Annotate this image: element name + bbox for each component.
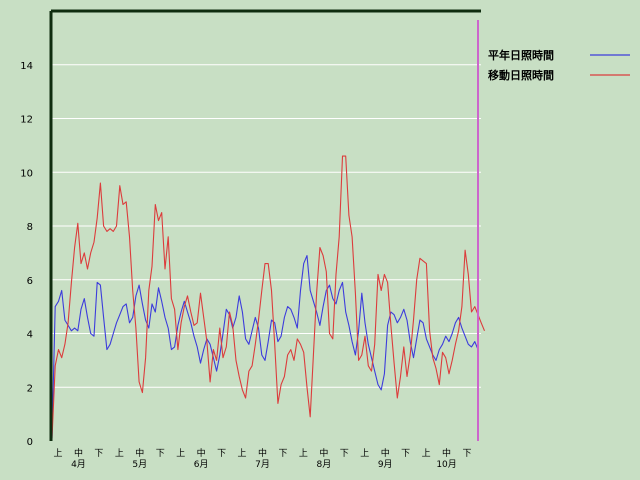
x-period-label: 上 bbox=[422, 448, 431, 459]
x-period-label: 下 bbox=[94, 449, 103, 459]
month-label: 6月 bbox=[194, 459, 209, 470]
legend: 平年日照時間 移動日照時間 bbox=[488, 48, 630, 82]
y-tick-label: 10 bbox=[20, 168, 33, 179]
series-line-1 bbox=[51, 155, 486, 439]
y-tick-label: 14 bbox=[20, 61, 33, 72]
grid-lines bbox=[51, 64, 481, 388]
x-period-label: 中 bbox=[258, 447, 267, 459]
y-axis-tick-labels: 0 2 4 6 8 10 12 14 bbox=[20, 61, 33, 448]
x-period-label: 上 bbox=[176, 448, 185, 459]
y-tick-label: 8 bbox=[27, 222, 33, 233]
x-period-label: 上 bbox=[360, 448, 369, 459]
legend-label-normal: 平年日照時間 bbox=[488, 48, 554, 62]
y-tick-label: 4 bbox=[27, 330, 33, 341]
x-axis-month-labels: 4月 5月 6月 7月 8月 9月 10月 bbox=[71, 459, 457, 470]
x-period-label: 中 bbox=[442, 447, 451, 459]
x-period-label: 上 bbox=[238, 448, 247, 459]
y-tick-label: 12 bbox=[20, 115, 33, 126]
legend-label-moving: 移動日照時間 bbox=[488, 68, 554, 82]
x-period-label: 上 bbox=[53, 448, 62, 459]
x-period-label: 中 bbox=[135, 447, 144, 459]
x-axis-period-labels: 上中下上中下上中下上中下上中下上中下上中下 bbox=[53, 447, 471, 459]
month-label: 10月 bbox=[436, 459, 456, 470]
x-period-label: 下 bbox=[401, 449, 410, 459]
month-label: 7月 bbox=[255, 459, 270, 470]
x-period-label: 中 bbox=[197, 447, 206, 459]
y-tick-label: 6 bbox=[27, 276, 33, 287]
x-period-label: 中 bbox=[381, 447, 390, 459]
month-label: 8月 bbox=[316, 459, 331, 470]
month-label: 9月 bbox=[378, 459, 393, 470]
x-period-label: 下 bbox=[278, 449, 287, 459]
x-period-label: 中 bbox=[74, 447, 83, 459]
series-line-0 bbox=[51, 255, 479, 439]
series-lines bbox=[51, 155, 486, 439]
x-period-label: 中 bbox=[319, 447, 328, 459]
y-tick-label: 0 bbox=[27, 437, 33, 448]
x-period-label: 上 bbox=[115, 448, 124, 459]
y-tick-label: 2 bbox=[27, 383, 33, 394]
x-period-label: 下 bbox=[156, 449, 165, 459]
x-period-label: 上 bbox=[299, 448, 308, 459]
x-period-label: 下 bbox=[217, 449, 226, 459]
axis-frame bbox=[49, 9, 481, 441]
x-period-label: 下 bbox=[462, 449, 471, 459]
month-label: 4月 bbox=[71, 459, 86, 470]
x-period-label: 下 bbox=[340, 449, 349, 459]
month-label: 5月 bbox=[132, 459, 147, 470]
